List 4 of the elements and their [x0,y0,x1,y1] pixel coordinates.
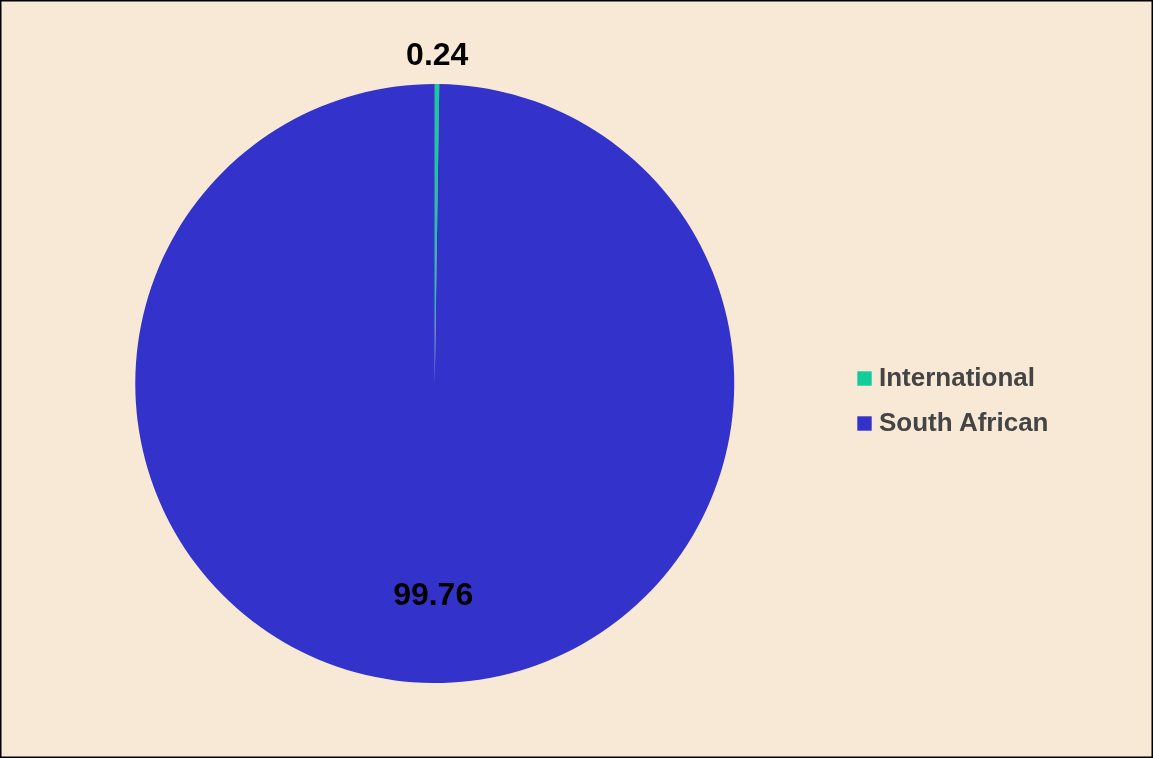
legend-label: International [879,362,1036,393]
data-label: 0.24 [406,35,469,72]
data-label: 99.76 [393,575,474,612]
legend-label: South African [879,407,1049,438]
